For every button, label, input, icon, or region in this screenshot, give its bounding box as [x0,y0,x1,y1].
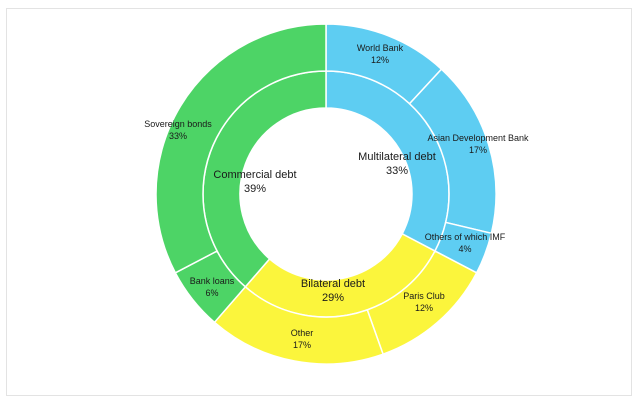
inner-label-bilateral-debt: Bilateral debt [301,278,365,290]
outer-value-world-bank: 12% [371,55,389,65]
outer-value-others-of-which-imf: 4% [458,244,471,254]
inner-label-multilateral-debt: Multilateral debt [358,151,436,163]
outer-label-others-of-which-imf: Others of which IMF [425,232,506,242]
outer-label-other: Other [291,328,314,338]
outer-value-paris-club: 12% [415,303,433,313]
outer-value-asian-development-bank: 17% [469,145,487,155]
outer-slice-sovereign-bonds[interactable] [155,23,327,274]
outer-label-sovereign-bonds: Sovereign bonds [144,119,212,129]
inner-label-commercial-debt: Commercial debt [213,169,296,181]
outer-value-bank-loans: 6% [205,288,218,298]
outer-label-paris-club: Paris Club [403,291,445,301]
inner-value-bilateral-debt: 29% [322,292,344,304]
outer-label-asian-development-bank: Asian Development Bank [427,133,529,143]
inner-value-commercial-debt: 39% [244,183,266,195]
outer-value-sovereign-bonds: 33% [169,131,187,141]
outer-label-world-bank: World Bank [357,43,404,53]
outer-label-bank-loans: Bank loans [190,276,235,286]
inner-value-multilateral-debt: 33% [386,165,408,177]
outer-value-other: 17% [293,340,311,350]
